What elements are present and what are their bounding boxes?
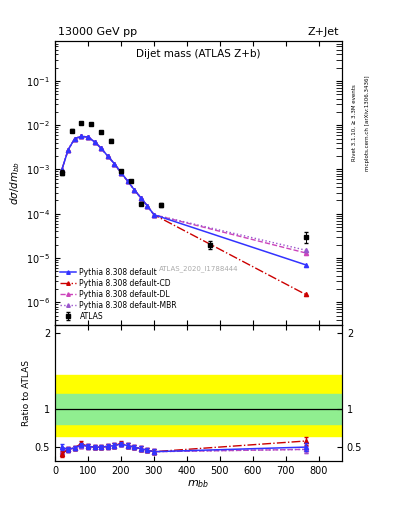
Text: 13000 GeV pp: 13000 GeV pp bbox=[58, 27, 137, 37]
Line: Pythia 8.308 default-DL: Pythia 8.308 default-DL bbox=[59, 134, 308, 255]
Line: Pythia 8.308 default-MBR: Pythia 8.308 default-MBR bbox=[59, 134, 308, 252]
X-axis label: $m_{bb}$: $m_{bb}$ bbox=[187, 478, 209, 490]
Pythia 8.308 default-CD bbox=[79, 133, 84, 139]
Pythia 8.308 default-CD bbox=[99, 145, 103, 152]
Pythia 8.308 default-DL bbox=[86, 134, 90, 140]
Pythia 8.308 default bbox=[125, 178, 130, 184]
Pythia 8.308 default-DL bbox=[105, 153, 110, 159]
Pythia 8.308 default-MBR bbox=[112, 161, 117, 167]
Pythia 8.308 default-DL bbox=[145, 203, 150, 209]
Pythia 8.308 default-DL bbox=[72, 136, 77, 142]
Bar bbox=[55, 375, 342, 436]
Pythia 8.308 default-CD bbox=[152, 211, 156, 218]
Line: Pythia 8.308 default-CD: Pythia 8.308 default-CD bbox=[59, 134, 308, 296]
Pythia 8.308 default-DL bbox=[303, 250, 308, 256]
Pythia 8.308 default-MBR bbox=[99, 145, 103, 152]
Pythia 8.308 default-MBR bbox=[152, 211, 156, 218]
Pythia 8.308 default-MBR bbox=[92, 139, 97, 145]
Pythia 8.308 default-DL bbox=[112, 161, 117, 167]
Pythia 8.308 default-CD bbox=[92, 139, 97, 145]
Pythia 8.308 default-MBR bbox=[79, 133, 84, 139]
Pythia 8.308 default-DL bbox=[125, 178, 130, 184]
Pythia 8.308 default-DL bbox=[138, 195, 143, 201]
Pythia 8.308 default-MBR bbox=[138, 195, 143, 201]
Pythia 8.308 default-CD bbox=[59, 167, 64, 174]
Y-axis label: Ratio to ATLAS: Ratio to ATLAS bbox=[22, 360, 31, 426]
Pythia 8.308 default-DL bbox=[119, 169, 123, 176]
Pythia 8.308 default bbox=[119, 169, 123, 176]
Pythia 8.308 default-DL bbox=[132, 186, 136, 193]
Pythia 8.308 default bbox=[152, 211, 156, 218]
Pythia 8.308 default-CD bbox=[72, 136, 77, 142]
Pythia 8.308 default-MBR bbox=[66, 146, 71, 153]
Pythia 8.308 default bbox=[66, 146, 71, 153]
Text: mcplots.cern.ch [arXiv:1306.3436]: mcplots.cern.ch [arXiv:1306.3436] bbox=[365, 75, 371, 170]
Pythia 8.308 default bbox=[112, 161, 117, 167]
Pythia 8.308 default bbox=[145, 203, 150, 209]
Text: Rivet 3.1.10, ≥ 3.3M events: Rivet 3.1.10, ≥ 3.3M events bbox=[352, 84, 357, 161]
Pythia 8.308 default-MBR bbox=[105, 153, 110, 159]
Pythia 8.308 default-MBR bbox=[59, 167, 64, 174]
Pythia 8.308 default-DL bbox=[152, 211, 156, 218]
Pythia 8.308 default-DL bbox=[79, 133, 84, 139]
Pythia 8.308 default-MBR bbox=[303, 247, 308, 253]
Line: Pythia 8.308 default: Pythia 8.308 default bbox=[59, 134, 308, 267]
Pythia 8.308 default bbox=[105, 153, 110, 159]
Pythia 8.308 default-CD bbox=[145, 203, 150, 209]
Pythia 8.308 default bbox=[303, 262, 308, 268]
Pythia 8.308 default-CD bbox=[138, 195, 143, 201]
Pythia 8.308 default-CD bbox=[125, 178, 130, 184]
Pythia 8.308 default-MBR bbox=[72, 136, 77, 142]
Pythia 8.308 default bbox=[59, 167, 64, 174]
Pythia 8.308 default-CD bbox=[132, 186, 136, 193]
Bar bbox=[55, 394, 342, 424]
Text: Z+Jet: Z+Jet bbox=[308, 27, 339, 37]
Pythia 8.308 default-CD bbox=[86, 134, 90, 140]
Legend: Pythia 8.308 default, Pythia 8.308 default-CD, Pythia 8.308 default-DL, Pythia 8: Pythia 8.308 default, Pythia 8.308 defau… bbox=[59, 267, 178, 322]
Pythia 8.308 default bbox=[99, 145, 103, 152]
Text: Dijet mass (ATLAS Z+b): Dijet mass (ATLAS Z+b) bbox=[136, 50, 261, 59]
Pythia 8.308 default-CD bbox=[119, 169, 123, 176]
Pythia 8.308 default bbox=[138, 195, 143, 201]
Pythia 8.308 default bbox=[72, 136, 77, 142]
Pythia 8.308 default-DL bbox=[66, 146, 71, 153]
Pythia 8.308 default-MBR bbox=[125, 178, 130, 184]
Pythia 8.308 default-MBR bbox=[119, 169, 123, 176]
Pythia 8.308 default-MBR bbox=[132, 186, 136, 193]
Pythia 8.308 default-CD bbox=[105, 153, 110, 159]
Pythia 8.308 default-CD bbox=[303, 291, 308, 297]
Pythia 8.308 default bbox=[92, 139, 97, 145]
Pythia 8.308 default-CD bbox=[66, 146, 71, 153]
Pythia 8.308 default-DL bbox=[59, 167, 64, 174]
Text: ATLAS_2020_I1788444: ATLAS_2020_I1788444 bbox=[159, 265, 238, 272]
Pythia 8.308 default-DL bbox=[99, 145, 103, 152]
Y-axis label: $d\sigma/dm_{bb}$: $d\sigma/dm_{bb}$ bbox=[8, 161, 22, 205]
Pythia 8.308 default-MBR bbox=[145, 203, 150, 209]
Pythia 8.308 default-DL bbox=[92, 139, 97, 145]
Pythia 8.308 default bbox=[132, 186, 136, 193]
Pythia 8.308 default-CD bbox=[112, 161, 117, 167]
Pythia 8.308 default bbox=[79, 133, 84, 139]
Pythia 8.308 default bbox=[86, 134, 90, 140]
Pythia 8.308 default-MBR bbox=[86, 134, 90, 140]
